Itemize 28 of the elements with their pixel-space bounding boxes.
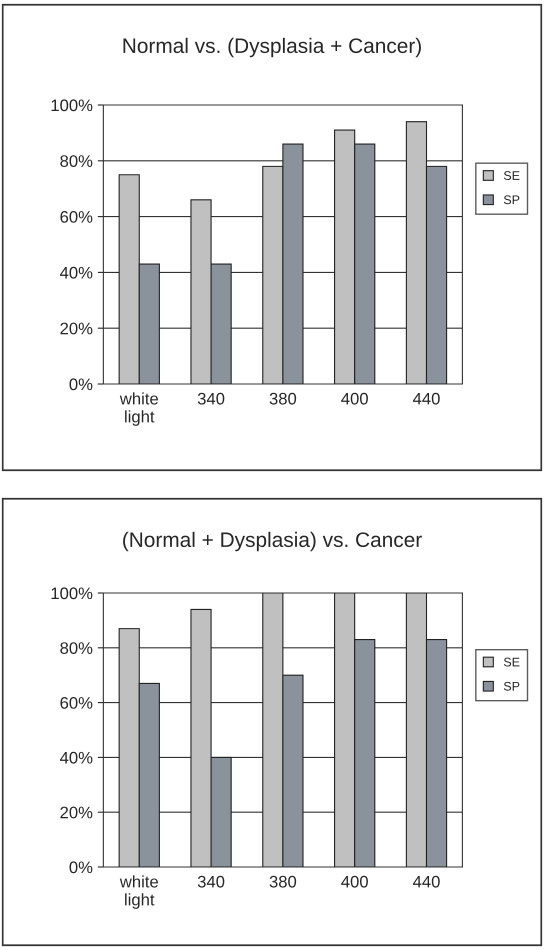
x-tick-label: 380 xyxy=(270,876,296,888)
x-tick-label: 440 xyxy=(412,876,440,888)
y-tick-label: 60% xyxy=(60,697,92,709)
chart-title: (Normal + Dysplasia) vs. Cancer xyxy=(123,532,422,552)
y-tick-label: 20% xyxy=(60,806,92,818)
x-tick-label: 340 xyxy=(198,392,224,405)
chart-title: Normal vs. (Dysplasia + Cancer) xyxy=(124,38,421,58)
legend-label: SP xyxy=(504,195,520,204)
y-tick-label: 0% xyxy=(70,861,92,874)
y-tick-label: 40% xyxy=(60,266,92,279)
x-tick-label: white light xyxy=(120,392,158,426)
x-tick-label: 400 xyxy=(341,876,368,888)
x-tick-label: white light xyxy=(120,875,158,909)
x-tick-label: 340 xyxy=(198,876,224,888)
x-tick-label: 380 xyxy=(270,392,296,405)
legend-label: SP xyxy=(504,682,520,691)
y-tick-label: 80% xyxy=(60,642,92,654)
legend-label: SE xyxy=(504,171,520,180)
y-tick-label: 20% xyxy=(60,322,92,334)
y-tick-label: 100% xyxy=(52,99,92,112)
y-tick-label: 40% xyxy=(60,752,92,764)
y-tick-label: 80% xyxy=(60,155,92,168)
y-tick-label: 0% xyxy=(70,378,92,390)
x-tick-label: 400 xyxy=(341,392,368,405)
y-tick-label: 100% xyxy=(52,587,92,600)
y-tick-label: 60% xyxy=(60,211,92,223)
x-tick-label: 440 xyxy=(412,392,440,405)
legend-label: SE xyxy=(504,658,520,666)
